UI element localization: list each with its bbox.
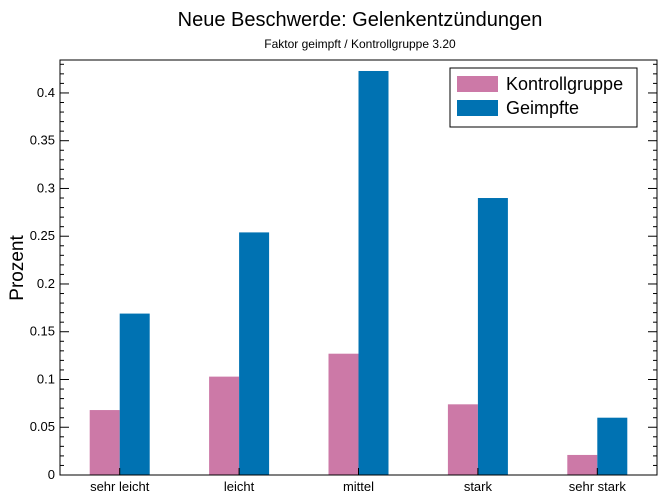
- legend: Kontrollgruppe Geimpfte: [449, 67, 638, 128]
- x-tick-label: stark: [464, 479, 493, 494]
- y-tick-label: 0.4: [37, 85, 55, 100]
- y-tick-label: 0.15: [30, 324, 55, 339]
- bar-kontrollgruppe-3: [328, 353, 359, 475]
- x-tick-label: leicht: [224, 479, 255, 494]
- legend-swatch-kontrollgruppe: [457, 76, 498, 92]
- y-tick-label: 0.05: [30, 419, 55, 434]
- y-axis-label: Prozent: [7, 235, 28, 301]
- legend-label-geimpfte: Geimpfte: [506, 98, 579, 118]
- bar-kontrollgruppe-2: [209, 376, 240, 475]
- x-tick-label: sehr leicht: [90, 479, 150, 494]
- y-tick-label: 0.3: [37, 180, 55, 195]
- y-tick-label: 0.2: [37, 276, 55, 291]
- y-tick-label: 0: [48, 467, 55, 482]
- legend-label-kontrollgruppe: Kontrollgruppe: [506, 74, 623, 94]
- bar-kontrollgruppe-5: [567, 454, 598, 475]
- bar-kontrollgruppe-1: [89, 410, 120, 475]
- bar-geimpfte-2: [239, 232, 270, 475]
- y-tick-label: 0.25: [30, 228, 55, 243]
- x-tick-label: sehr stark: [569, 479, 627, 494]
- bar-geimpfte-4: [477, 198, 508, 475]
- chart-title: Neue Beschwerde: Gelenkentzündungen: [178, 9, 543, 31]
- bar-geimpfte-1: [119, 313, 150, 475]
- plot-frame: [59, 59, 658, 476]
- bar-geimpfte-3: [358, 70, 389, 475]
- plot-area: sehr leicht leicht mittel stark sehr stark 0 0…: [30, 63, 657, 494]
- bar-kontrollgruppe-4: [447, 404, 478, 475]
- chart-subtitle: Faktor geimpft / Kontrollgruppe 3.20: [264, 37, 456, 51]
- legend-swatch-geimpfte: [457, 100, 498, 116]
- bar-geimpfte-5: [597, 417, 628, 475]
- y-tick-label: 0.35: [30, 133, 55, 148]
- x-tick-label: mittel: [343, 479, 374, 494]
- y-tick-label: 0.1: [37, 371, 55, 386]
